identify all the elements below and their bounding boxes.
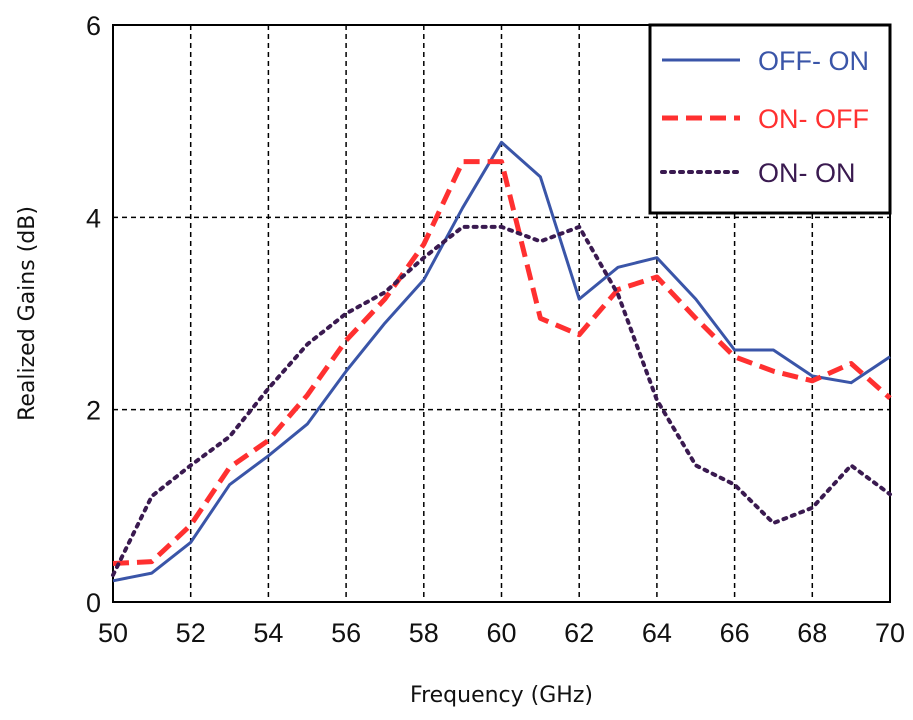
series-0: [112, 140, 891, 583]
x-tick-label: 56: [331, 618, 361, 648]
y-tick-label: 0: [86, 588, 101, 618]
x-tick-label: 60: [486, 618, 516, 648]
plot-frame: [112, 24, 891, 603]
legend: OFF- ON ON- OFF ON- ON: [648, 23, 892, 215]
x-tick-label: 62: [564, 618, 594, 648]
series-1: [112, 159, 892, 566]
x-tick-label: 70: [875, 618, 905, 648]
series-2: [111, 224, 892, 578]
x-axis-title: Frequency (GHz): [410, 683, 593, 708]
x-tick-label: 58: [409, 618, 439, 648]
y-tick-label: 6: [86, 11, 101, 41]
x-tick-label: 68: [797, 618, 827, 648]
series-layer: [111, 140, 892, 583]
y-tick-labels: 0 2 4 6: [86, 11, 101, 618]
x-tick-labels: 50 52 54 56 58 60 62 64 66 68 70: [98, 618, 905, 648]
y-tick-label: 2: [86, 396, 101, 426]
x-tick-label: 54: [253, 618, 283, 648]
x-tick-label: 50: [98, 618, 128, 648]
legend-label: OFF- ON: [758, 46, 869, 76]
series-line: [111, 224, 892, 578]
legend-label: ON- ON: [758, 158, 856, 188]
y-tick-label: 4: [86, 203, 101, 233]
y-axis-title: Realized Gains (dB): [15, 206, 40, 421]
x-tick-label: 52: [176, 618, 206, 648]
grid-lines: [113, 25, 890, 602]
x-tick-label: 66: [720, 618, 750, 648]
x-tick-label: 64: [642, 618, 672, 648]
series-line: [112, 159, 892, 566]
series-line: [112, 140, 891, 583]
legend-label: ON- OFF: [758, 104, 869, 134]
